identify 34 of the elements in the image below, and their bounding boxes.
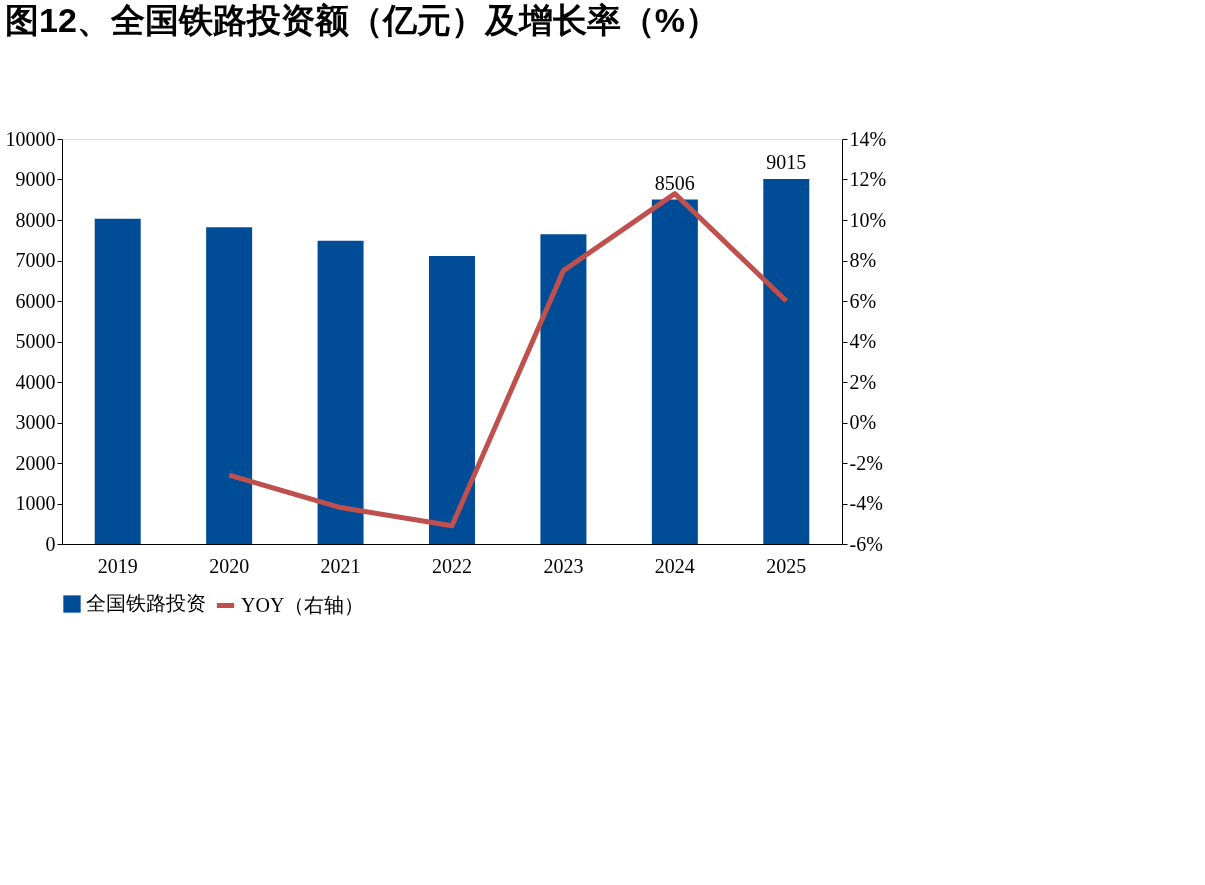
y-tick-label: 7000 — [15, 249, 56, 271]
y-tick-label: 9000 — [15, 168, 56, 190]
y-tick-label: 5000 — [15, 330, 56, 352]
y-tick-label: 3000 — [15, 411, 56, 433]
data-label: 8506 — [654, 171, 695, 194]
x-tick-label: 2021 — [320, 554, 361, 577]
y2-tick-label: 10% — [849, 208, 887, 231]
y2-tick-label: 2% — [849, 370, 877, 393]
chart-title: 图12、全国铁路投资额（亿元）及增长率（%） — [5, 1, 720, 39]
y2-tick-label: 12% — [849, 168, 887, 190]
y2-tick-label: 14% — [849, 127, 887, 150]
y-tick-label: 2000 — [15, 451, 56, 474]
y2-tick-label: 6% — [849, 289, 877, 312]
y2-tick-label: 0% — [849, 411, 877, 433]
y-tick-label: 8000 — [15, 208, 56, 231]
x-tick-label: 2023 — [543, 554, 584, 577]
legend-label: YOY（右轴） — [241, 593, 365, 616]
y2-tick-label: 8% — [849, 249, 877, 271]
x-tick-label: 2022 — [432, 554, 472, 577]
y-tick-label: 4000 — [15, 370, 56, 393]
data-label: 9015 — [766, 150, 807, 173]
y-tick-label: 6000 — [15, 289, 56, 312]
x-tick-label: 2025 — [766, 554, 807, 577]
y-tick-label: 0 — [45, 532, 56, 555]
y2-tick-label: 4% — [849, 330, 877, 352]
y2-tick-label: -2% — [849, 451, 883, 474]
y2-tick-label: -4% — [849, 492, 883, 514]
y-tick-label: 10000 — [5, 127, 56, 150]
x-tick-label: 2019 — [97, 554, 138, 577]
legend-label: 全国铁路投资 — [86, 592, 206, 614]
x-tick-label: 2020 — [209, 554, 250, 577]
y-tick-label: 1000 — [15, 492, 56, 514]
y2-tick-label: -6% — [849, 532, 883, 555]
x-tick-label: 2024 — [654, 554, 695, 577]
